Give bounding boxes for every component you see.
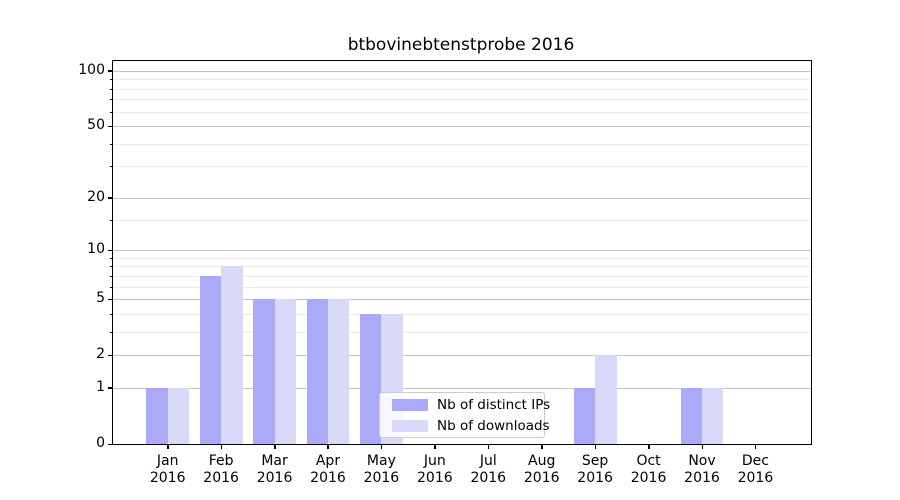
x-axis-tick xyxy=(648,445,650,449)
y-axis-minor-tick xyxy=(110,143,112,145)
y-axis-tick-label: 50 xyxy=(87,117,105,134)
y-axis-minor-tick xyxy=(110,166,112,168)
minor-gridline xyxy=(113,266,811,268)
minor-gridline xyxy=(113,275,811,277)
y-axis-minor-tick xyxy=(110,286,112,288)
bar-ips-may xyxy=(360,313,382,444)
major-gridline xyxy=(113,387,811,389)
y-axis-tick xyxy=(108,354,112,357)
x-axis-tick-label: Jun 2016 xyxy=(417,453,453,486)
major-gridline xyxy=(113,126,811,128)
x-axis-tick-label: Apr 2016 xyxy=(310,453,346,486)
legend-label-ips: Nb of distinct IPs xyxy=(437,396,551,413)
x-axis-tick-label: Jan 2016 xyxy=(149,453,186,486)
minor-gridline xyxy=(113,79,811,81)
minor-gridline xyxy=(113,286,811,288)
y-axis-minor-tick xyxy=(110,99,112,101)
major-gridline xyxy=(113,70,811,72)
legend-item-distinct-ips: Nb of distinct IPs xyxy=(392,396,550,414)
major-gridline xyxy=(113,250,811,252)
y-axis-minor-tick xyxy=(110,275,112,277)
bar-downloads-apr xyxy=(327,299,350,444)
y-axis-minor-tick xyxy=(110,111,112,113)
x-axis-tick xyxy=(594,445,597,449)
legend-item-downloads: Nb of downloads xyxy=(392,417,550,435)
minor-gridline xyxy=(113,257,811,259)
minor-gridline xyxy=(113,166,811,168)
legend-swatch-downloads xyxy=(392,419,428,432)
major-gridline xyxy=(113,197,811,199)
minor-gridline xyxy=(113,219,811,221)
minor-gridline xyxy=(113,313,811,315)
y-axis-minor-tick xyxy=(110,257,112,259)
minor-gridline xyxy=(113,111,811,113)
x-axis-tick-label: Jul 2016 xyxy=(470,453,507,486)
y-axis-minor-tick xyxy=(110,331,112,333)
minor-gridline xyxy=(113,143,811,145)
x-axis-tick-label: Mar 2016 xyxy=(256,453,293,486)
x-axis-tick-label: May 2016 xyxy=(363,453,400,486)
y-axis-tick-label: 100 xyxy=(78,61,105,78)
x-axis-tick xyxy=(701,445,703,449)
minor-gridline xyxy=(113,331,811,333)
plot-area: 0 1 2 5 10 20 50 100 Jan 2016 Feb 2016 Mar 2016 Apr 201… xyxy=(78,60,812,486)
y-axis-tick-label: 2 xyxy=(96,346,105,363)
bar-ips-sep xyxy=(573,387,596,444)
x-axis-tick-label: Aug 2016 xyxy=(523,453,560,486)
legend-swatch-ips xyxy=(392,398,428,411)
x-axis-tick xyxy=(754,445,757,449)
x-axis-tick xyxy=(541,445,543,449)
y-axis-tick-label: 5 xyxy=(96,290,105,307)
x-axis-tick-label: Sep 2016 xyxy=(577,453,613,486)
x-axis-tick xyxy=(167,445,169,449)
legend: Nb of distinct IPs Nb of downloads xyxy=(379,392,550,438)
y-axis-minor-tick xyxy=(110,219,112,221)
bar-ips-apr xyxy=(306,299,328,444)
y-axis-tick xyxy=(108,197,112,199)
y-axis-minor-tick xyxy=(110,79,112,81)
bar-ips-feb xyxy=(199,275,222,444)
y-axis-tick xyxy=(108,298,112,301)
x-axis-tick xyxy=(380,445,383,449)
y-axis-tick-label: 20 xyxy=(87,188,105,205)
x-axis-tick xyxy=(274,445,276,449)
bar-ips-nov xyxy=(680,387,702,444)
y-axis-tick xyxy=(108,387,112,389)
bar-downloads-nov xyxy=(702,387,724,444)
minor-gridline xyxy=(113,88,811,90)
bar-downloads-sep xyxy=(595,355,617,444)
y-axis-minor-tick xyxy=(110,266,112,268)
y-axis-tick-label: 1 xyxy=(96,378,105,395)
x-axis-tick-label: Oct 2016 xyxy=(630,453,667,486)
y-axis-tick-label: 0 xyxy=(96,435,105,451)
bar-downloads-feb xyxy=(221,266,243,444)
y-axis-tick xyxy=(108,443,112,445)
y-axis-tick-label: 10 xyxy=(87,241,105,258)
minor-gridline xyxy=(113,99,811,101)
y-axis-minor-tick xyxy=(110,313,112,315)
x-axis-tick xyxy=(220,445,223,449)
major-gridline xyxy=(113,355,811,357)
y-axis-minor-tick xyxy=(110,88,112,90)
y-axis-tick xyxy=(108,70,112,72)
x-axis-tick-label: Dec 2016 xyxy=(737,453,774,486)
major-gridline xyxy=(113,299,811,301)
x-axis-tick-label: Feb 2016 xyxy=(203,453,239,486)
legend-label-downloads: Nb of downloads xyxy=(437,417,550,434)
x-axis-tick xyxy=(487,445,490,449)
chart-title: btbovinebtenstprobe 2016 xyxy=(347,35,575,55)
bar-downloads-mar xyxy=(274,299,296,444)
y-axis-tick xyxy=(108,125,112,128)
bar-ips-jan xyxy=(146,387,168,444)
bar-downloads-jan xyxy=(167,387,190,444)
y-axis-tick xyxy=(108,249,112,252)
x-axis-tick xyxy=(434,445,436,449)
bar-ips-mar xyxy=(253,299,275,444)
x-axis-tick xyxy=(327,445,329,449)
x-axis-tick-label: Nov 2016 xyxy=(684,453,720,486)
